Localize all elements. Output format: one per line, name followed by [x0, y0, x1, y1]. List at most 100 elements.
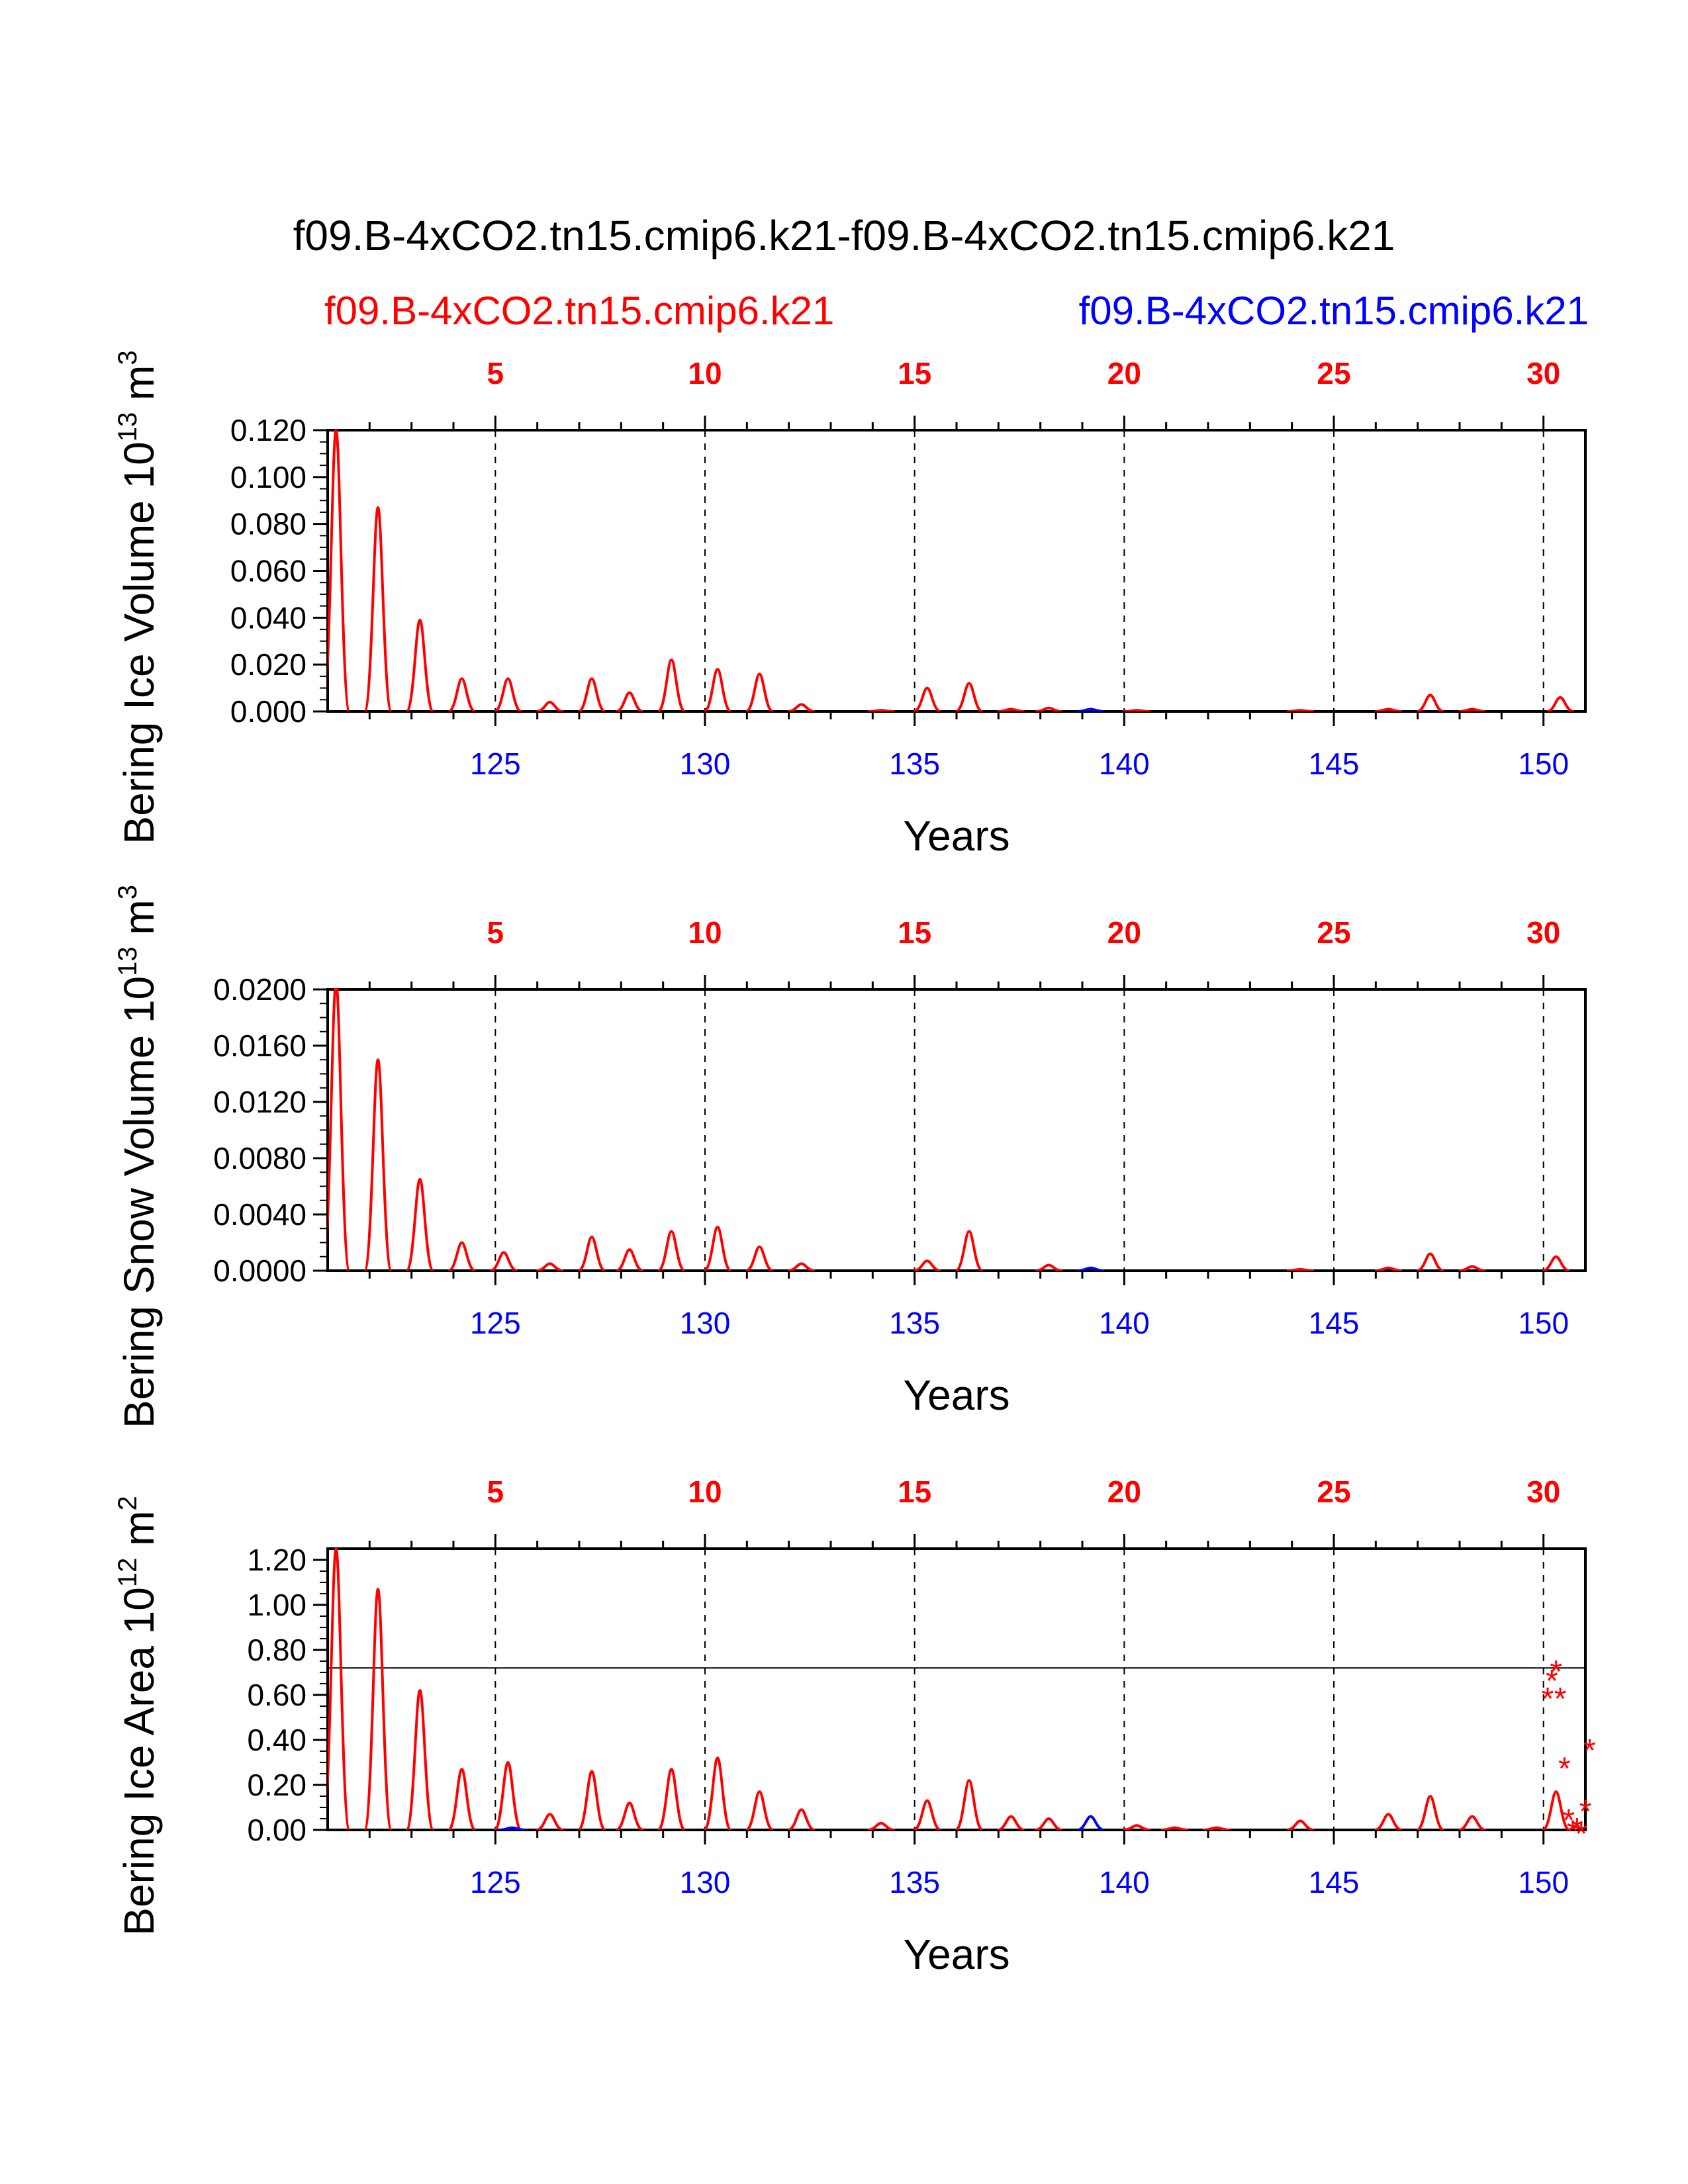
plot-frame	[326, 1547, 1587, 1831]
top-tick-label: 10	[688, 1475, 722, 1509]
star-marker: *	[1571, 1812, 1583, 1847]
bottom-tick-label: 125	[470, 747, 521, 781]
series-case1	[328, 429, 1574, 711]
data-layer	[328, 1547, 1585, 1830]
top-tick-label: 15	[898, 915, 931, 950]
x-axis-label: Years	[903, 1371, 1009, 1419]
bottom-tick-label: 150	[1518, 747, 1569, 781]
bottom-tick-label: 130	[680, 1306, 731, 1340]
top-tick-label: 20	[1107, 356, 1141, 390]
top-tick-label: 10	[688, 915, 722, 950]
y-tick-label: 1.20	[247, 1543, 306, 1577]
y-tick-label: 0.0000	[213, 1253, 306, 1288]
panel-1: 0.000 0.020 0.040 0.060 0.080 0.100 0.120 125 13…	[113, 350, 1587, 860]
star-marker: *	[1567, 1815, 1579, 1850]
bottom-tick-label: 145	[1309, 1306, 1360, 1340]
figure-title: f09.B-4xCO2.tn15.cmip6.k21-f09.B-4xCO2.t…	[293, 212, 1395, 259]
top-tick-label: 20	[1107, 1475, 1141, 1509]
y-tick-label: 0.60	[247, 1678, 306, 1712]
case-blue-label: f09.B-4xCO2.tn15.cmip6.k21	[1079, 289, 1589, 333]
y-label-main: Bering Snow Volume 10	[115, 976, 163, 1428]
series-case2	[1077, 1266, 1104, 1271]
panel-2: 0.0000 0.0040 0.0080 0.0120 0.0160 0.0200 125 1…	[113, 885, 1587, 1428]
y-label-unit-exponent: 2	[113, 1496, 142, 1510]
bottom-tick-label: 130	[680, 747, 731, 781]
x-axis-label: Years	[903, 812, 1009, 860]
y-axis-label: Bering Ice Volume 1013 m3	[113, 350, 163, 844]
top-tick-label: 25	[1317, 1475, 1350, 1509]
bottom-tick-label: 130	[680, 1865, 731, 1899]
star-marker: *	[1583, 1733, 1596, 1768]
y-tick-label: 0.20	[247, 1768, 306, 1802]
y-label-unit-exponent: 3	[113, 885, 142, 899]
y-tick-label: 0.100	[230, 460, 306, 494]
y-axis-label: Bering Ice Area 1012 m2	[113, 1496, 163, 1935]
y-tick-label: 0.40	[247, 1723, 306, 1757]
top-tick-label: 5	[487, 915, 504, 950]
y-tick-label: 0.000	[230, 694, 306, 729]
bottom-tick-label: 135	[889, 1865, 940, 1899]
star-marker: *	[1579, 1794, 1592, 1829]
top-tick-label: 30	[1526, 1475, 1560, 1509]
star-marker: *	[1575, 1817, 1587, 1852]
bottom-tick-label: 145	[1309, 747, 1360, 781]
y-axis-label: Bering Snow Volume 1013 m3	[113, 885, 163, 1428]
data-layer	[328, 429, 1574, 711]
data-layer	[328, 988, 1570, 1271]
bottom-tick-label: 135	[889, 1306, 940, 1340]
y-label-unit-exponent: 3	[113, 350, 142, 365]
top-tick-label: 20	[1107, 915, 1141, 950]
bottom-tick-label: 125	[470, 1865, 521, 1899]
series-case1	[328, 1547, 1570, 1830]
bottom-tick-label: 140	[1099, 747, 1150, 781]
bottom-tick-label: 145	[1309, 1865, 1360, 1899]
plot-frame	[326, 988, 1587, 1272]
y-label-exponent: 12	[113, 1558, 142, 1588]
y-tick-label: 0.120	[230, 413, 306, 447]
y-label-exponent: 13	[113, 946, 142, 976]
bottom-tick-label: 150	[1518, 1306, 1569, 1340]
star-marker: *	[1550, 1655, 1562, 1690]
star-marker: *	[1562, 1803, 1575, 1839]
y-tick-label: 0.0200	[213, 972, 306, 1007]
y-tick-label: 0.00	[247, 1813, 306, 1847]
y-tick-label: 0.040	[230, 600, 306, 635]
top-tick-label: 30	[1526, 356, 1560, 390]
series-case2	[1077, 707, 1104, 711]
top-tick-label: 5	[487, 1475, 504, 1509]
y-tick-label: 0.020	[230, 647, 306, 682]
y-label-unit: m	[115, 899, 163, 946]
bottom-tick-label: 150	[1518, 1865, 1569, 1899]
case-red-label: f09.B-4xCO2.tn15.cmip6.k21	[324, 289, 834, 333]
star-marker: *	[1546, 1664, 1558, 1699]
top-tick-label: 15	[898, 356, 931, 390]
top-tick-label: 10	[688, 356, 722, 390]
star-marker: *	[1554, 1682, 1567, 1717]
top-tick-label: 5	[487, 356, 504, 390]
top-tick-label: 25	[1317, 915, 1350, 950]
y-tick-label: 0.0040	[213, 1197, 306, 1232]
y-tick-label: 0.80	[247, 1633, 306, 1667]
y-tick-label: 0.080	[230, 507, 306, 541]
bottom-tick-label: 140	[1099, 1306, 1150, 1340]
bottom-tick-label: 125	[470, 1306, 521, 1340]
star-marker: *	[1558, 1751, 1571, 1786]
top-tick-label: 25	[1317, 356, 1350, 390]
series-case1	[328, 988, 1570, 1271]
y-label-main: Bering Ice Area 10	[115, 1587, 163, 1936]
y-tick-label: 0.060	[230, 554, 306, 588]
plot-frame	[326, 429, 1587, 713]
y-tick-label: 0.0160	[213, 1028, 306, 1063]
y-label-unit: m	[115, 1511, 163, 1558]
y-tick-label: 1.00	[247, 1588, 306, 1622]
top-tick-label: 15	[898, 1475, 931, 1509]
series-case2	[498, 1815, 1105, 1830]
x-axis-label: Years	[903, 1931, 1009, 1978]
y-tick-label: 0.0120	[213, 1085, 306, 1119]
bottom-tick-label: 135	[889, 747, 940, 781]
y-label-exponent: 13	[113, 412, 142, 442]
top-tick-label: 30	[1526, 915, 1560, 950]
star-marker: *	[1542, 1682, 1554, 1717]
